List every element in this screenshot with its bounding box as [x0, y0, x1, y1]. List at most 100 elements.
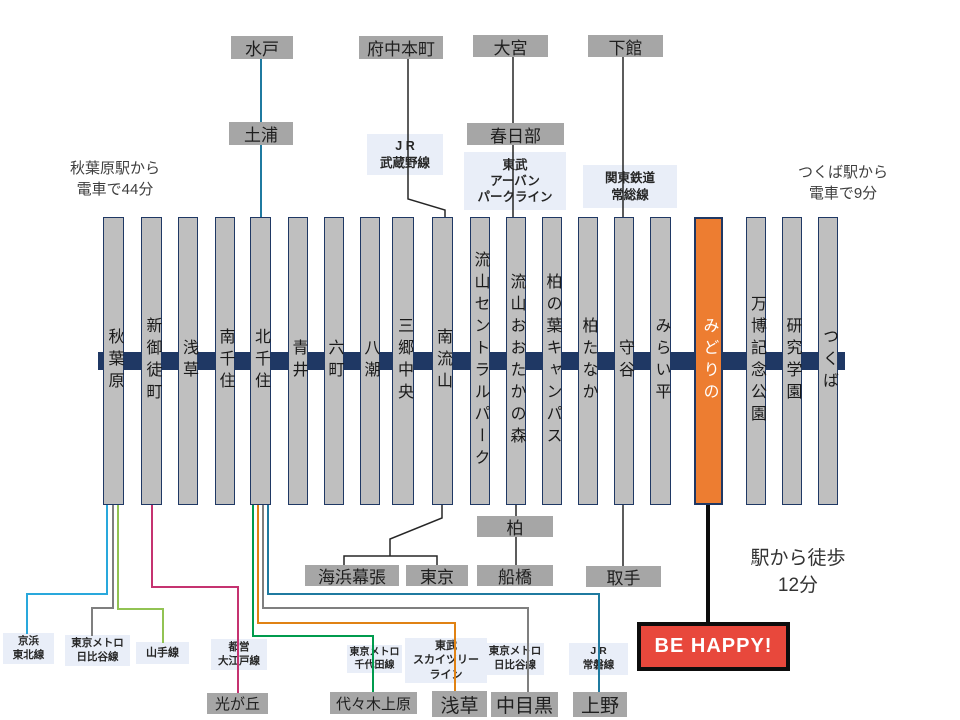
- station-box-label: 府中本町: [367, 40, 435, 59]
- station-bar: つくば: [818, 217, 838, 505]
- station-bar: 浅草: [178, 217, 198, 505]
- line-label-text: スカイツリー: [413, 654, 479, 667]
- musashino-south-branch-line: [343, 555, 438, 566]
- station-box-asakusa: 浅草: [432, 691, 487, 717]
- line-label-text: 日比谷線: [76, 650, 119, 663]
- station-box-fuchu-hommachi: 府中本町: [359, 36, 443, 59]
- line-label-metro-hibiya-east: 東京メトロ 日比谷線: [486, 643, 544, 675]
- line-label-text: 東北線: [12, 648, 45, 661]
- station-bar-label: 新御徒町: [143, 317, 161, 405]
- line-label-text: 京浜: [18, 634, 39, 647]
- line-label-text: 日比谷線: [494, 659, 536, 671]
- station-bar-label: 南千住: [216, 328, 234, 394]
- station-bar: 柏の葉キャンパス: [541, 217, 562, 505]
- station-box-shimodate: 下館: [588, 35, 663, 58]
- station-bar-highlighted: みどりの: [694, 217, 723, 505]
- joban-south-line: [267, 505, 600, 712]
- line-label-text: 山手線: [146, 646, 179, 659]
- station-box-yoyogi-uehara: 代々木上原: [330, 692, 417, 714]
- station-box-label: 取手: [606, 569, 641, 588]
- line-label-text: 武蔵野線: [379, 155, 430, 170]
- station-bar-label: 守谷: [616, 339, 633, 383]
- station-bar-label: 三郷中央: [395, 317, 412, 405]
- line-label-metro-chiyoda: 東京メトロ 千代田線: [347, 645, 402, 673]
- station-box-label: 水戸: [245, 40, 279, 59]
- station-box-ueno: 上野: [573, 692, 627, 717]
- line-label-kanto-tetsudo-joso: 関東鉄道 常総線: [583, 165, 677, 208]
- station-bar: 八潮: [359, 217, 380, 505]
- station-bar-label: 秋葉原: [105, 328, 123, 394]
- station-box-label: 大宮: [493, 38, 528, 58]
- be-happy-label: BE HAPPY!: [654, 635, 773, 657]
- note-from-tsukuba: つくば駅から 電車で9分: [785, 162, 901, 204]
- line-label-text: 東京メトロ: [349, 647, 400, 658]
- note-line: 駅から徒歩: [750, 548, 846, 569]
- yamanote-line: [117, 505, 164, 643]
- station-box-mito: 水戸: [231, 36, 293, 59]
- station-box-naka-meguro: 中目黒: [491, 692, 558, 717]
- station-box-label: 東京: [420, 568, 454, 587]
- line-label-text: J R: [395, 139, 415, 154]
- station-bar-label: 柏たなか: [579, 317, 597, 405]
- line-label-text: 東京メトロ: [71, 636, 124, 649]
- note-line: 電車で44分: [76, 181, 154, 198]
- line-label-text: 常総線: [611, 187, 649, 202]
- station-box-kaihin-makuhari: 海浜幕張: [305, 565, 399, 587]
- line-label-text: 東武: [502, 157, 528, 172]
- hibiya-east-line: [262, 505, 529, 712]
- station-box-label: 代々木上原: [335, 695, 411, 713]
- note-line: 秋葉原駅から: [69, 160, 160, 177]
- station-bar-label: 万博記念公園: [748, 295, 765, 427]
- station-bar: 守谷: [614, 217, 634, 505]
- station-bar-label: つくば: [820, 328, 837, 394]
- line-label-tobu-urban-park: 東武 アーバン パークライン: [464, 152, 566, 210]
- station-bar-label: 六町: [325, 339, 343, 383]
- station-bar: 南流山: [431, 217, 453, 505]
- toei-oedo-line: [151, 505, 239, 712]
- station-box-tsuchiura: 土浦: [229, 122, 293, 145]
- tobu-skytree-line: [257, 505, 456, 712]
- station-box-funabashi: 船橋: [477, 565, 553, 587]
- keihin-tohoku-line: [26, 505, 108, 634]
- note-line: 電車で9分: [808, 185, 878, 202]
- station-bar: 研究学園: [781, 217, 802, 505]
- station-box-label: 中目黒: [495, 696, 553, 717]
- station-bar-label: 浅草: [180, 339, 197, 383]
- note-walk-from-station: 駅から徒歩 12分: [733, 546, 863, 599]
- station-box-label: 海浜幕張: [318, 568, 386, 587]
- station-box-toride: 取手: [586, 566, 661, 588]
- line-label-tobu-skytree: 東武 スカイツリー ライン: [405, 638, 487, 683]
- station-bar-label: みどりの: [700, 317, 718, 405]
- station-bar: みらい平: [650, 217, 671, 505]
- line-label-metro-hibiya-west: 東京メトロ 日比谷線: [65, 635, 130, 666]
- station-bar-label: 八潮: [361, 339, 379, 383]
- station-box-label: 上野: [580, 696, 619, 717]
- station-box-omiya: 大宮: [473, 35, 548, 58]
- station-bar: 六町: [323, 217, 344, 505]
- station-bar: 流山おおたかの森: [505, 217, 526, 505]
- station-box-label: 下館: [608, 38, 643, 58]
- station-bar-label: みらい平: [652, 317, 670, 405]
- station-box-kasukabe: 春日部: [467, 123, 564, 146]
- note-line: 12分: [777, 574, 819, 596]
- line-label-jr-musashino: J R 武蔵野線: [367, 134, 443, 175]
- station-bar-label: 流山セントラルパーク: [471, 251, 489, 471]
- musashino-south-stem-line: [389, 505, 443, 556]
- line-label-keihin-tohoku: 京浜 東北線: [3, 633, 54, 664]
- be-happy-box: BE HAPPY!: [637, 622, 790, 671]
- station-bar: 青井: [287, 217, 308, 505]
- station-bar-label: 流山おおたかの森: [507, 273, 525, 449]
- station-box-label: 光が丘: [214, 696, 260, 713]
- station-bar-label: 柏の葉キャンパス: [543, 273, 561, 449]
- line-label-text: 東武: [435, 640, 457, 653]
- hibiya-west-line: [91, 505, 114, 636]
- station-box-label: 春日部: [490, 126, 541, 146]
- station-box-kashiwa: 柏: [477, 516, 553, 538]
- line-label-text: 千代田線: [354, 660, 395, 671]
- note-from-akihabara: 秋葉原駅から 電車で44分: [55, 158, 175, 200]
- station-box-label: 船橋: [498, 568, 532, 587]
- musashino-north-line: [407, 59, 446, 218]
